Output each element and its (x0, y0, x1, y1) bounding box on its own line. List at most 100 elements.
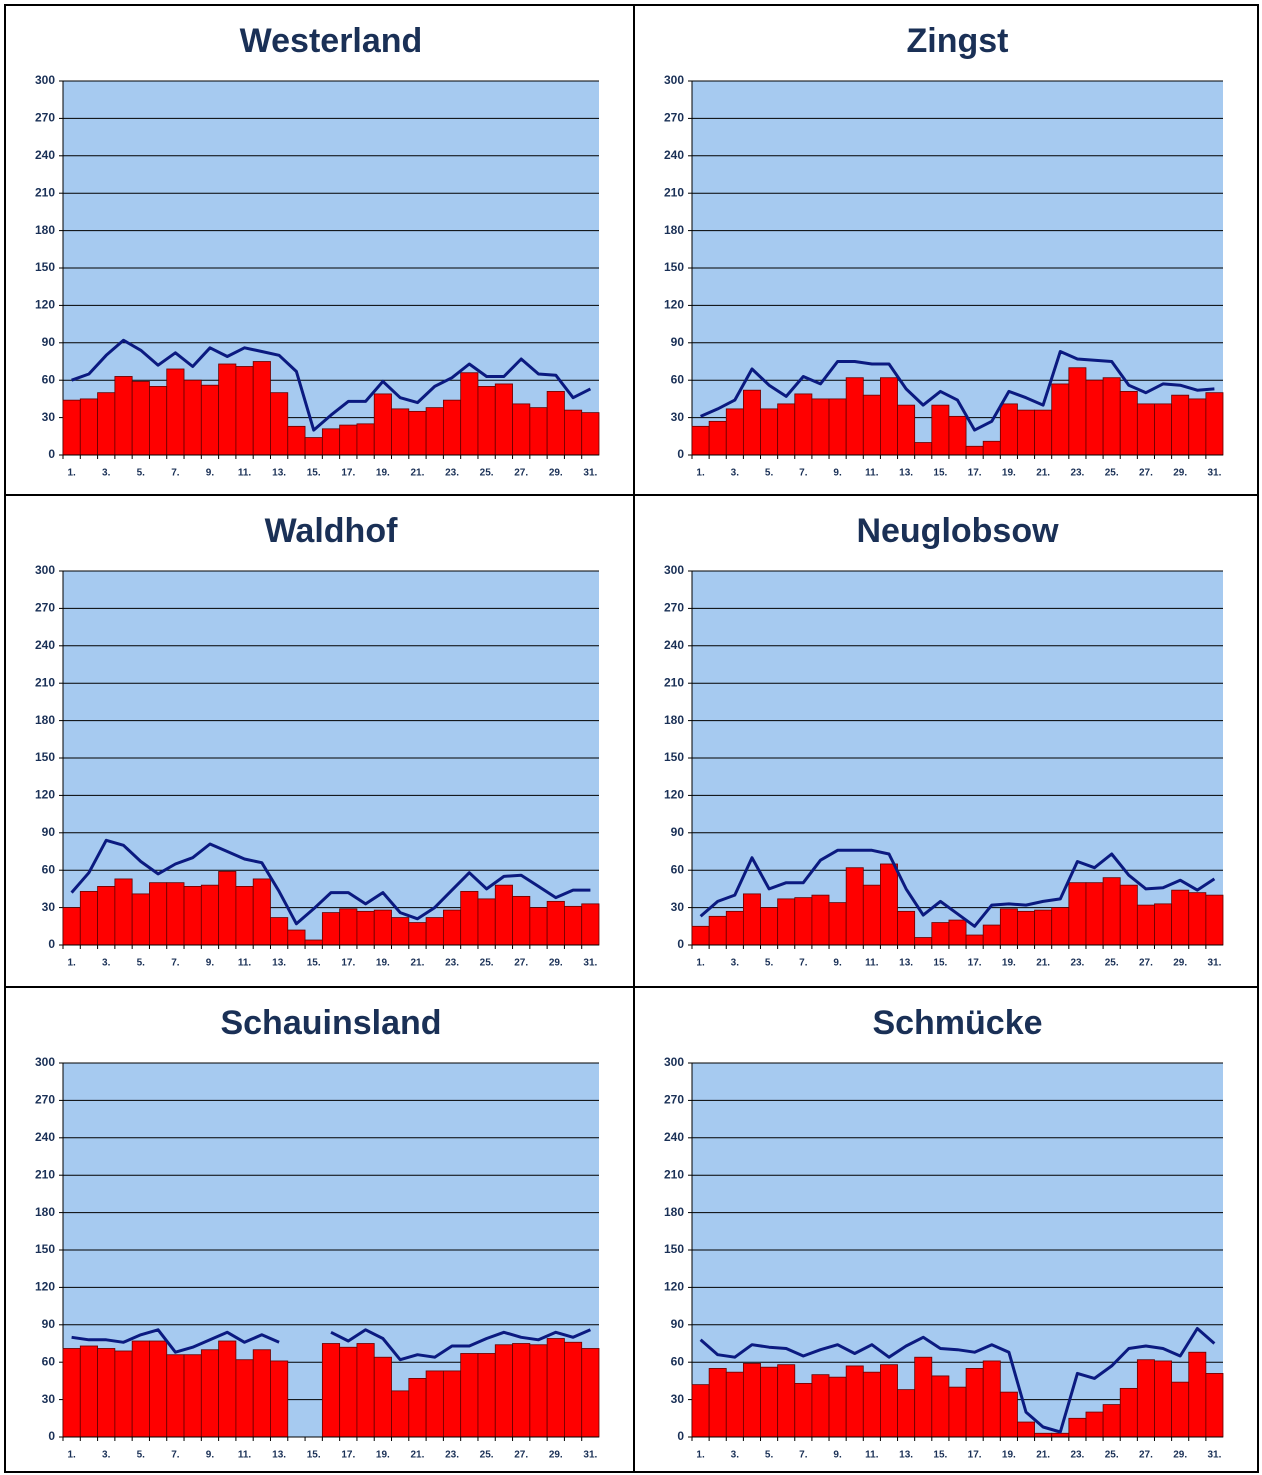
bar (166, 368, 185, 456)
x-tick-label: 11. (865, 1450, 879, 1461)
bar (1205, 1373, 1224, 1438)
bar (982, 440, 1001, 456)
bar (408, 922, 427, 946)
bar (914, 442, 933, 456)
x-tick-label: 5. (137, 468, 146, 479)
x-tick-label: 13. (899, 1450, 913, 1461)
bar (62, 1348, 81, 1438)
chart-title: Zingst (907, 22, 1009, 60)
bar (235, 1359, 254, 1438)
bar (1119, 391, 1138, 456)
bar (931, 922, 950, 946)
x-tick-label: 15. (933, 468, 947, 479)
y-tick-label: 270 (35, 1093, 55, 1107)
bar (218, 363, 237, 456)
bar (982, 924, 1001, 946)
bar (62, 399, 81, 456)
bar (691, 425, 710, 456)
bar (581, 1348, 600, 1438)
x-tick-label: 7. (799, 468, 808, 479)
x-tick-label: 19. (1002, 958, 1016, 969)
x-tick-label: 1. (67, 1450, 76, 1461)
x-tick-label: 9. (206, 1450, 215, 1461)
chart-title: Waldhof (265, 512, 398, 550)
bar (356, 423, 375, 456)
bar (373, 1356, 392, 1438)
y-tick-label: 180 (664, 223, 684, 237)
x-tick-label: 25. (480, 1450, 494, 1461)
x-tick-label: 23. (445, 958, 459, 969)
bar (862, 884, 881, 946)
x-tick-label: 11. (238, 958, 252, 969)
x-tick-label: 23. (1070, 1450, 1084, 1461)
bar (897, 404, 916, 456)
bar (218, 871, 237, 946)
bar (1119, 1387, 1138, 1438)
bar (1068, 367, 1087, 456)
bar (97, 392, 116, 456)
y-tick-label: 90 (671, 335, 685, 349)
bar (742, 389, 761, 456)
x-tick-label: 1. (696, 468, 705, 479)
bar (1154, 1360, 1173, 1438)
bar (1136, 1359, 1155, 1438)
x-tick-label: 27. (1139, 1450, 1153, 1461)
bar (1051, 1432, 1070, 1438)
bar (442, 399, 462, 456)
x-tick-label: 9. (206, 468, 215, 479)
bar (828, 1376, 847, 1438)
x-tick-label: 13. (272, 1450, 286, 1461)
bar (777, 403, 796, 456)
bar (235, 886, 254, 946)
bar (1085, 379, 1104, 456)
x-tick-label: 3. (731, 958, 740, 969)
bar (494, 383, 513, 456)
x-tick-label: 19. (1002, 468, 1016, 479)
x-tick-label: 27. (514, 958, 528, 969)
y-tick-label: 30 (671, 900, 685, 914)
bar (725, 408, 744, 456)
x-tick-label: 13. (899, 958, 913, 969)
x-tick-label: 23. (445, 468, 459, 479)
y-tick-label: 0 (48, 1429, 55, 1443)
bar (442, 1370, 462, 1438)
chart-title: Westerland (240, 22, 423, 60)
x-tick-label: 3. (102, 1450, 111, 1461)
bar (581, 903, 600, 946)
x-tick-label: 27. (1139, 958, 1153, 969)
x-tick-label: 3. (102, 958, 111, 969)
bar (131, 893, 150, 946)
bar (1136, 904, 1155, 946)
bar (691, 925, 710, 946)
bar (691, 1384, 710, 1438)
x-tick-label: 17. (341, 468, 355, 479)
x-tick-label: 1. (67, 468, 76, 479)
x-tick-label: 29. (1173, 958, 1187, 969)
y-tick-label: 120 (35, 788, 55, 802)
y-tick-label: 60 (671, 1354, 685, 1368)
bar (339, 908, 358, 946)
bar (880, 863, 898, 946)
y-tick-label: 0 (48, 447, 55, 461)
x-tick-label: 15. (307, 958, 321, 969)
bar (564, 409, 583, 456)
bar (845, 1365, 864, 1438)
bar (494, 1344, 513, 1438)
chart-title: Neuglobsow (856, 512, 1059, 550)
bar (183, 886, 202, 946)
bar (742, 893, 761, 946)
bar (391, 408, 410, 456)
bar (373, 909, 392, 946)
bar (708, 915, 727, 946)
bar (494, 884, 513, 946)
y-tick-label: 30 (671, 1392, 685, 1406)
bar (931, 1375, 950, 1438)
y-tick-label: 150 (35, 260, 55, 274)
bar (1034, 1432, 1053, 1438)
bar (999, 1391, 1018, 1438)
y-tick-label: 90 (671, 825, 685, 839)
bar (1102, 1404, 1121, 1438)
y-tick-label: 0 (48, 937, 55, 951)
bar (166, 1354, 185, 1438)
y-tick-label: 30 (42, 1392, 56, 1406)
